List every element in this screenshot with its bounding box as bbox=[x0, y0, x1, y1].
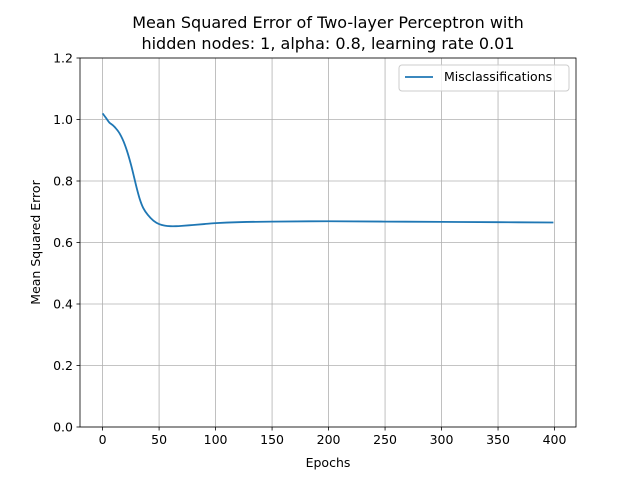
legend-box bbox=[398, 64, 570, 92]
x-axis-label: Epochs bbox=[306, 455, 351, 470]
axis-ticks: 0 50 100 150 200 250 300 350 400 0.0 0.2 0.4 0.6 0.8 1… bbox=[53, 51, 566, 448]
y-tick-label: 0.6 bbox=[53, 235, 73, 250]
y-tick-label: 1.2 bbox=[53, 51, 73, 66]
plot-series bbox=[101, 112, 554, 228]
y-tick-label: 1.0 bbox=[53, 112, 73, 127]
legend-label-misclassifications: Misclassifications bbox=[444, 69, 552, 84]
y-tick-label: 0.8 bbox=[53, 174, 73, 189]
y-axis-label: Mean Squared Error bbox=[28, 179, 43, 304]
x-tick-label: 150 bbox=[260, 432, 284, 447]
chart-title-line-2: hidden nodes: 1, alpha: 0.8, learning ra… bbox=[141, 34, 514, 53]
x-tick-label: 200 bbox=[317, 432, 341, 447]
x-tick-label: 350 bbox=[486, 432, 510, 447]
x-tick-label: 250 bbox=[373, 432, 397, 447]
y-tick-label: 0.4 bbox=[53, 297, 73, 312]
x-tick-label: 50 bbox=[151, 432, 167, 447]
y-tick-label: 0.0 bbox=[53, 420, 73, 435]
chart-title-line-1: Mean Squared Error of Two-layer Perceptr… bbox=[132, 13, 524, 32]
y-tick-label: 0.2 bbox=[53, 358, 73, 373]
x-tick-label: 0 bbox=[99, 432, 107, 447]
x-tick-label: 100 bbox=[204, 432, 228, 447]
x-tick-label: 300 bbox=[430, 432, 454, 447]
legend: Misclassifications bbox=[398, 64, 570, 92]
x-tick-label: 400 bbox=[543, 432, 567, 447]
series-line-misclassifications bbox=[101, 112, 554, 228]
